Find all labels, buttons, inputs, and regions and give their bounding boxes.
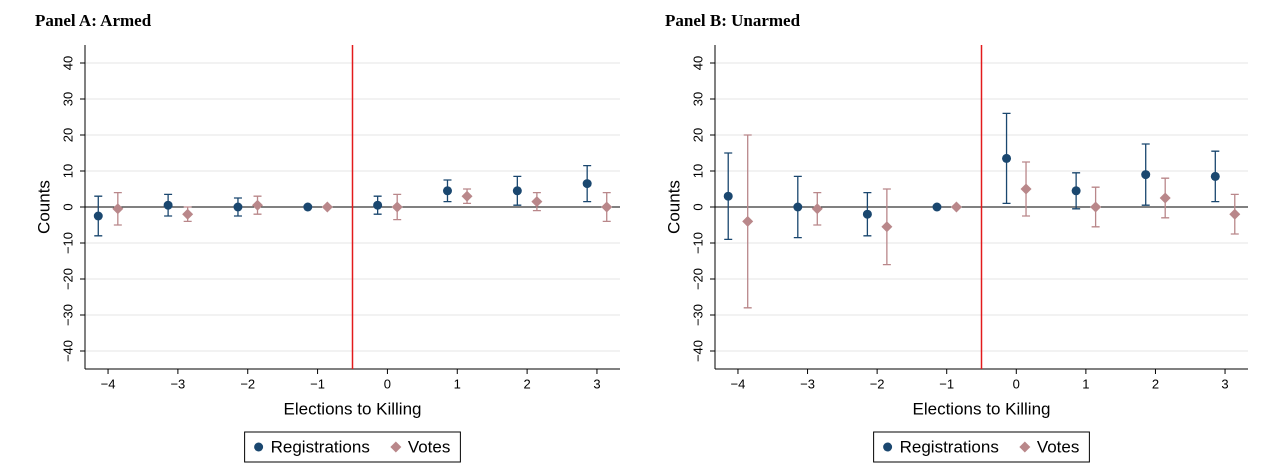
y-tick-label: −10	[60, 232, 75, 254]
legend-label: Votes	[1037, 437, 1080, 456]
y-tick-label: 30	[60, 92, 75, 106]
x-tick-label: −2	[870, 376, 885, 391]
x-tick-label: 1	[1082, 376, 1089, 391]
legend-label: Registrations	[271, 437, 370, 456]
point	[442, 186, 452, 196]
point	[252, 199, 264, 211]
legend-marker	[1019, 441, 1031, 453]
y-tick-label: 30	[690, 92, 705, 106]
point	[233, 202, 243, 212]
point	[881, 221, 893, 233]
point	[1229, 208, 1241, 220]
x-tick-label: −4	[101, 376, 116, 391]
y-tick-label: −20	[60, 268, 75, 290]
y-tick-label: −40	[60, 340, 75, 362]
point	[1210, 171, 1220, 181]
y-tick-label: 40	[60, 56, 75, 70]
point	[1159, 192, 1171, 204]
point	[723, 191, 733, 201]
y-tick-label: 20	[690, 128, 705, 142]
point	[531, 196, 543, 208]
point	[512, 186, 522, 196]
x-tick-label: −1	[310, 376, 325, 391]
point	[182, 208, 194, 220]
legend-marker	[883, 442, 893, 452]
y-tick-label: 0	[60, 203, 75, 210]
x-tick-label: 1	[454, 376, 461, 391]
x-tick-label: −3	[170, 376, 185, 391]
point	[391, 201, 403, 213]
point	[1141, 170, 1151, 180]
point	[1020, 183, 1032, 195]
point	[601, 201, 613, 213]
point	[742, 215, 754, 227]
point	[1002, 153, 1012, 163]
legend-box	[244, 431, 461, 463]
y-tick-label: 10	[60, 164, 75, 178]
x-tick-label: −4	[731, 376, 746, 391]
point	[1090, 201, 1102, 213]
y-tick-label: −10	[690, 232, 705, 254]
legend-marker	[390, 441, 402, 453]
x-tick-label: 2	[523, 376, 530, 391]
x-tick-label: −2	[240, 376, 255, 391]
point	[932, 202, 942, 212]
legend-box	[873, 431, 1090, 463]
y-axis-label: Counts	[34, 180, 53, 234]
point	[321, 201, 333, 213]
x-axis-label: Elections to Killing	[913, 399, 1051, 418]
point	[163, 200, 173, 210]
legend-label: Votes	[408, 437, 451, 456]
point	[793, 202, 803, 212]
point	[950, 201, 962, 213]
y-tick-label: −40	[690, 340, 705, 362]
x-tick-label: −1	[939, 376, 954, 391]
x-tick-label: 3	[593, 376, 600, 391]
x-tick-label: 3	[1221, 376, 1228, 391]
point	[811, 203, 823, 215]
point	[93, 211, 103, 221]
y-tick-label: −30	[690, 304, 705, 326]
point	[303, 202, 313, 212]
legend-label: Registrations	[900, 437, 999, 456]
x-tick-label: 0	[384, 376, 391, 391]
y-axis-label: Counts	[664, 180, 683, 234]
point	[1071, 186, 1081, 196]
point	[582, 179, 592, 189]
y-tick-label: 40	[690, 56, 705, 70]
point	[112, 203, 124, 215]
panel-title: Panel A: Armed	[35, 11, 152, 30]
point	[461, 190, 473, 202]
y-tick-label: 0	[690, 203, 705, 210]
y-tick-label: −20	[690, 268, 705, 290]
point	[862, 209, 872, 219]
y-tick-label: −30	[60, 304, 75, 326]
y-tick-label: 10	[690, 164, 705, 178]
x-tick-label: 0	[1013, 376, 1020, 391]
panel-title: Panel B: Unarmed	[665, 11, 801, 30]
point	[373, 200, 383, 210]
x-axis-label: Elections to Killing	[284, 399, 422, 418]
y-tick-label: 20	[60, 128, 75, 142]
x-tick-label: −3	[800, 376, 815, 391]
x-tick-label: 2	[1152, 376, 1159, 391]
legend-marker	[254, 442, 264, 452]
